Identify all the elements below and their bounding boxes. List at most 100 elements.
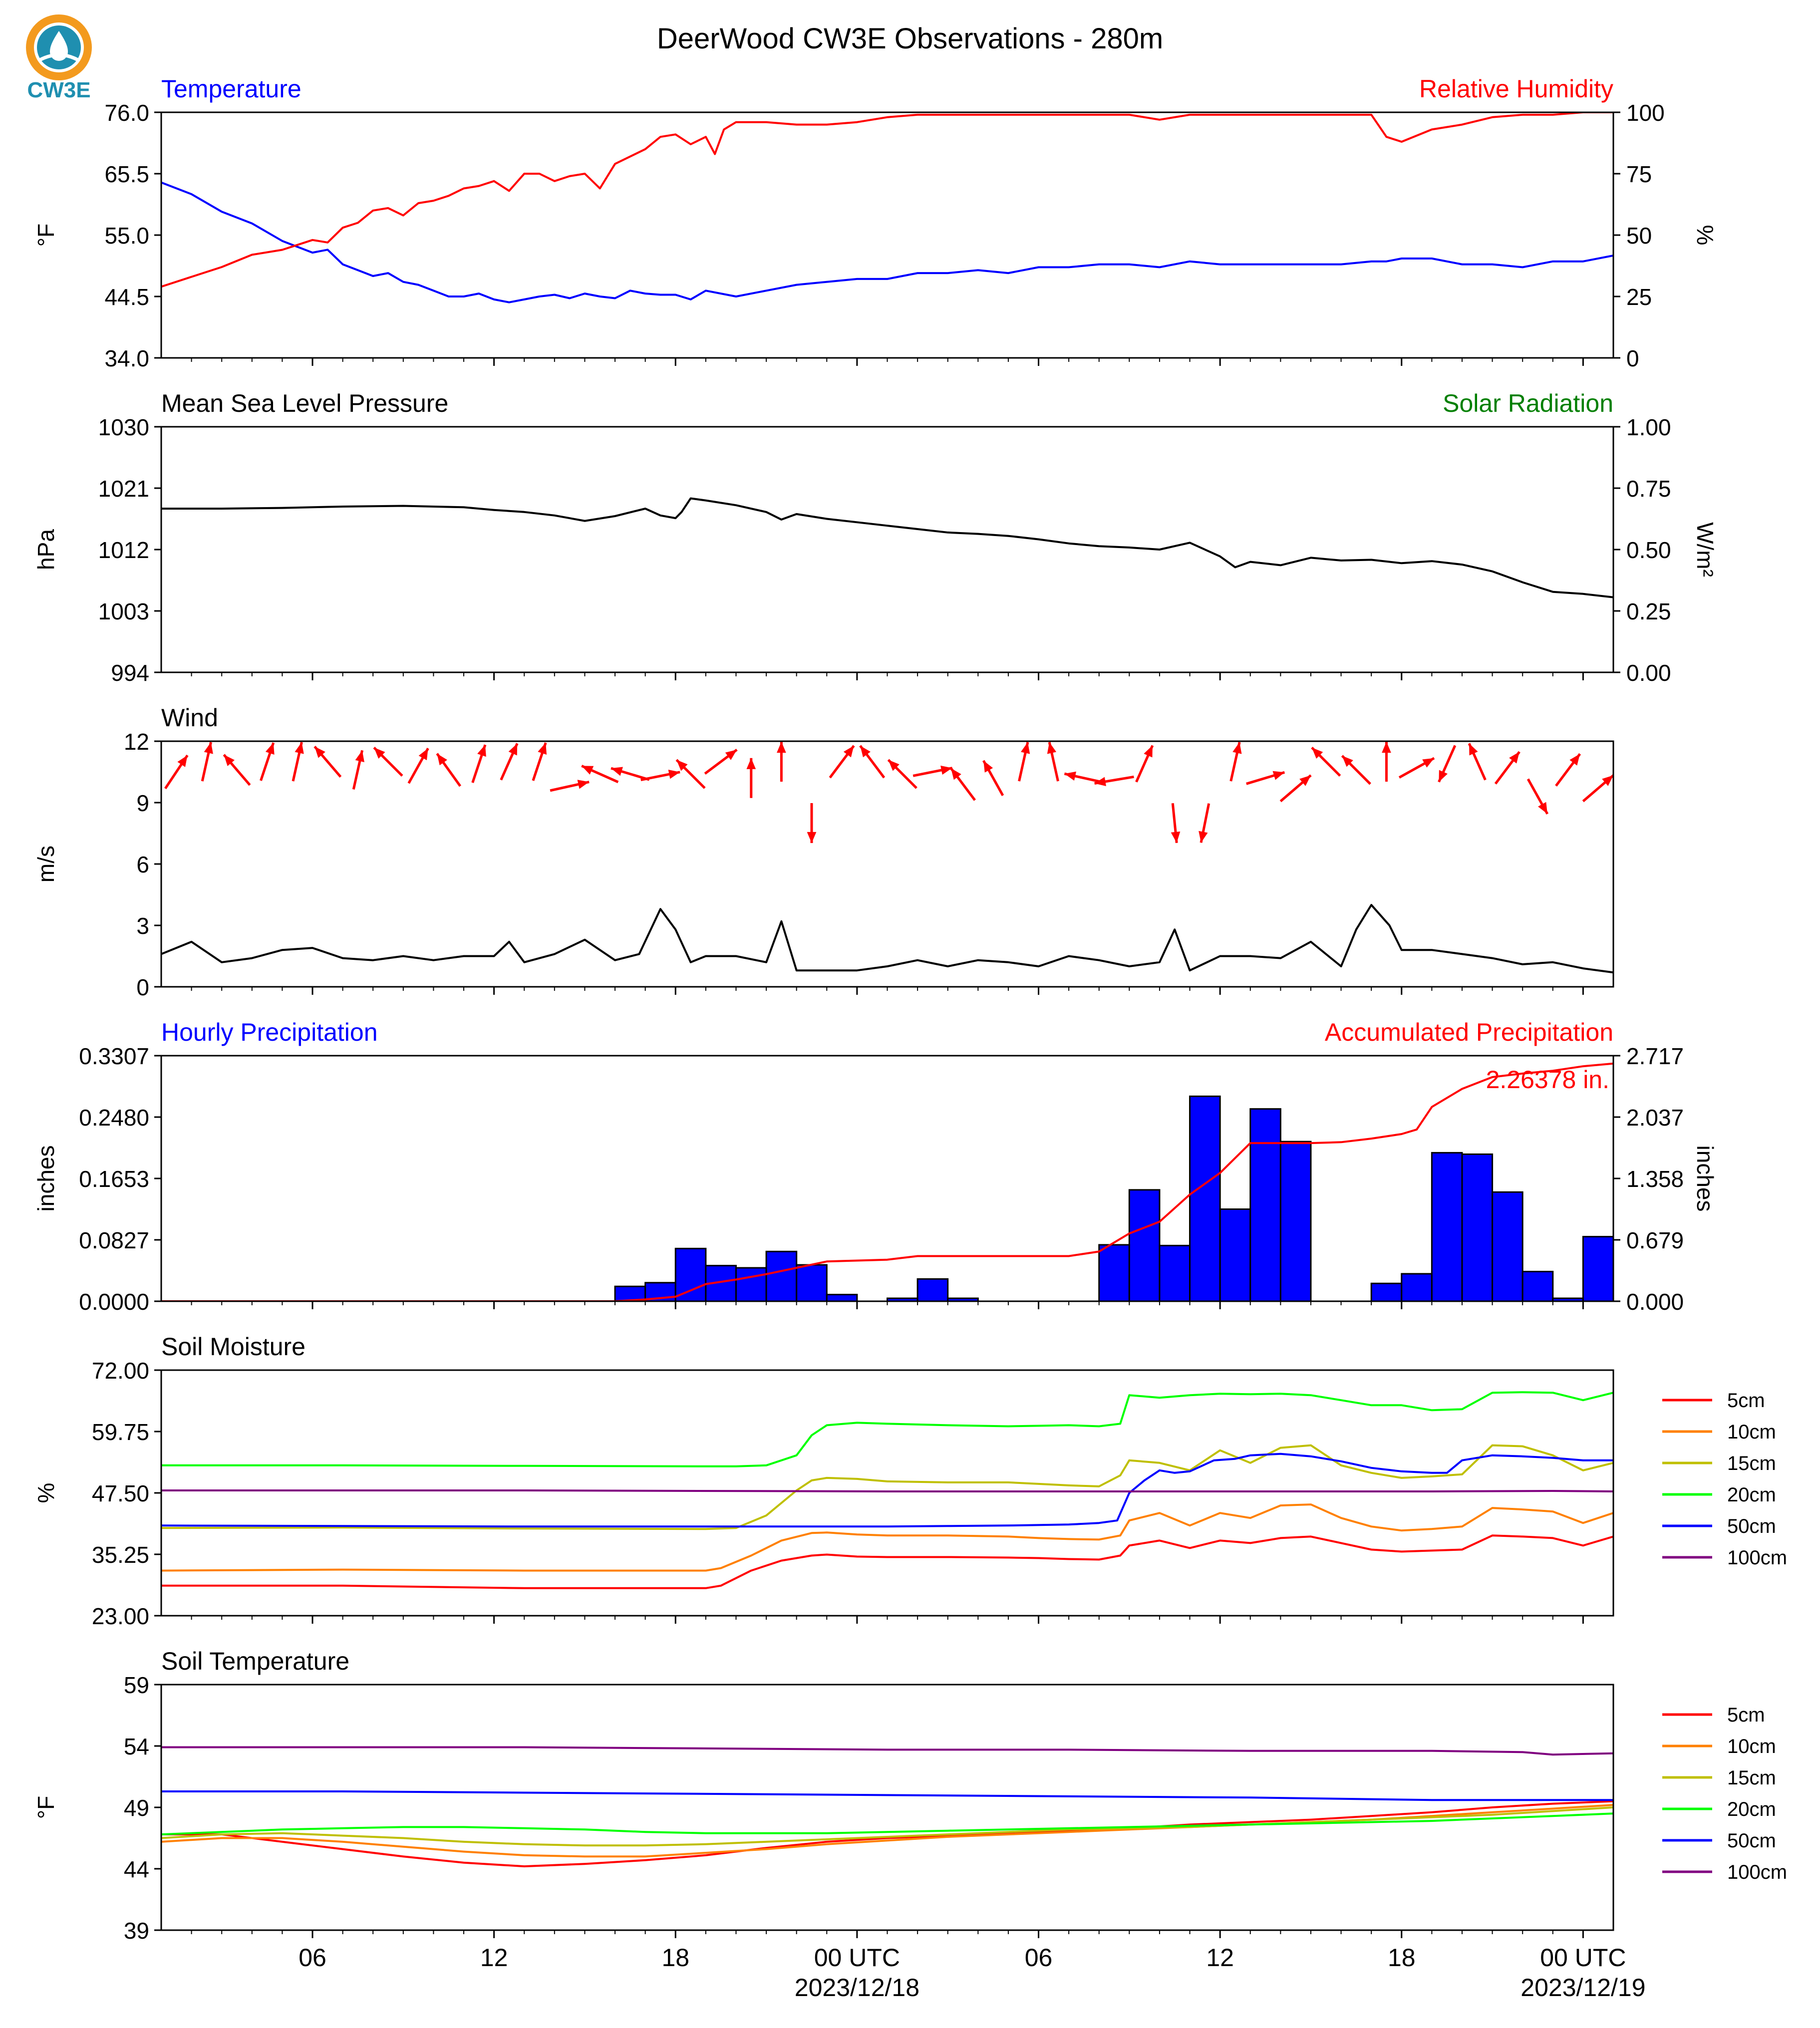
wind-arrow-head [582,766,594,775]
wind-arrow-head [314,746,325,758]
wind-arrow [1398,757,1435,779]
legend-label: 100cm [1727,1547,1787,1569]
wind-arrow [982,760,1004,796]
ytick-right-label: 0.000 [1626,1289,1684,1315]
series-line-15cm [161,1444,1613,1530]
precip-bar [1521,1270,1554,1301]
xtick-date-label: 2023/12/18 [795,1974,919,2002]
series-line-20cm [161,1391,1613,1467]
ytick-right-label: 100 [1626,100,1665,126]
legend-label: 50cm [1727,1830,1776,1852]
accumulation-annotation: 2.26378 in. [1486,1066,1609,1094]
ylabel: % [33,1483,59,1503]
wind-arrow [777,742,786,782]
wind-arrow-head [177,755,188,767]
wind-arrow [407,748,429,784]
precip-bar [735,1267,767,1301]
panel-title-left: Hourly Precipitation [161,1018,378,1046]
ytick-label: 39 [124,1918,149,1944]
xtick-label: 06 [1025,1944,1053,1972]
series-line-relative-humidity [161,112,1613,288]
panel-title-left: Soil Moisture [161,1333,305,1361]
ytick-label: 34.0 [104,345,149,371]
wind-arrow [313,746,342,778]
wind-arrow [1279,774,1312,803]
panel-frame [160,1369,1614,1617]
wind-arrow [859,745,886,779]
wind-arrow-head [807,832,817,843]
series-line-5cm [161,1534,1613,1589]
ylabel: hPa [33,529,59,570]
wind-arrow [352,750,364,790]
ylabel-right: % [1692,225,1718,246]
plot-area [161,112,1613,303]
wind-arrow-head [1382,742,1391,753]
precip-bar [1431,1152,1463,1301]
wind-arrow-head [295,742,304,754]
wind-arrow-head [1232,742,1242,754]
ytick-label: 0.0000 [79,1289,149,1315]
wind-arrow [950,767,976,801]
ytick-right-label: 0.679 [1626,1227,1684,1253]
xtick-date-label: 2023/12/19 [1520,1974,1645,2002]
wind-arrow-head [577,780,590,789]
wind-arrow [807,803,817,843]
wind-arrow-head [725,750,737,760]
panel-frame [160,426,1614,673]
wind-arrow-head [1602,775,1614,786]
wind-arrow-head [1469,743,1478,756]
wind-arrow [1064,771,1104,784]
series-line-50cm [161,1452,1613,1528]
panel-title-left: Mean Sea Level Pressure [161,389,448,417]
panel-title-right: Relative Humidity [1419,75,1613,103]
panel-frame [160,1055,1614,1302]
precip-bar [796,1264,828,1301]
series-line-temperature [161,181,1613,303]
wind-arrow [1229,742,1242,782]
wind-arrow [1382,742,1391,782]
wind-arrow [1094,775,1134,787]
wind-arrow-head [1509,752,1519,764]
wind-arrow [471,744,487,783]
panel-precip: 0.0000 0.0827 0.1653 0.2480 0.3307 0.000 0.679… [33,1018,1718,1315]
wind-arrow-head [860,746,871,758]
plot-area [161,497,1613,598]
wind-arrow-head [538,743,547,755]
ytick-label: 44.5 [104,284,149,310]
legend: 5cm 10cm 15cm 20cm 50cm 100cm [1662,1704,1787,1883]
wind-arrow-head [1064,771,1076,781]
legend-label: 100cm [1727,1861,1787,1883]
panel-title-left: Soil Temperature [161,1647,349,1675]
ylabel: °F [33,1796,59,1819]
wind-arrow-head [611,767,623,776]
wind-arrow [1246,771,1285,785]
ylabel-right: W/m² [1692,522,1718,577]
wind-arrow-head [1272,771,1285,780]
legend-label: 15cm [1727,1452,1776,1474]
wind-arrow-head [1538,802,1547,814]
wind-arrow-head [777,742,786,753]
ytick-label: 54 [124,1734,149,1759]
wind-arrow-head [1020,742,1030,754]
precip-bar [1159,1244,1191,1301]
ylabel: °F [33,224,59,247]
series-line-5cm [161,1800,1613,1868]
wind-arrow [1018,742,1030,782]
ytick-label: 47.50 [92,1480,149,1506]
wind-arrow-head [1094,777,1106,787]
wind-arrow-head [418,748,428,761]
precip-bar [1098,1244,1130,1301]
panel-title-right: Solar Radiation [1443,389,1613,417]
panel-title-left: Temperature [161,75,302,103]
wind-arrow [532,742,547,781]
panel-wind: 0 3 6 9 12 m/s Wind [33,704,1614,1000]
ytick-right-label: 0.00 [1626,660,1671,686]
ytick-right-label: 0.75 [1626,476,1671,502]
logo-text: CW3E [27,78,90,102]
ytick-label: 59.75 [92,1419,149,1445]
ytick-label: 1021 [98,476,149,502]
ytick-label: 49 [124,1795,149,1821]
droplet-icon [50,31,68,61]
wind-arrow-head [374,747,385,759]
precip-bar [1219,1208,1251,1301]
